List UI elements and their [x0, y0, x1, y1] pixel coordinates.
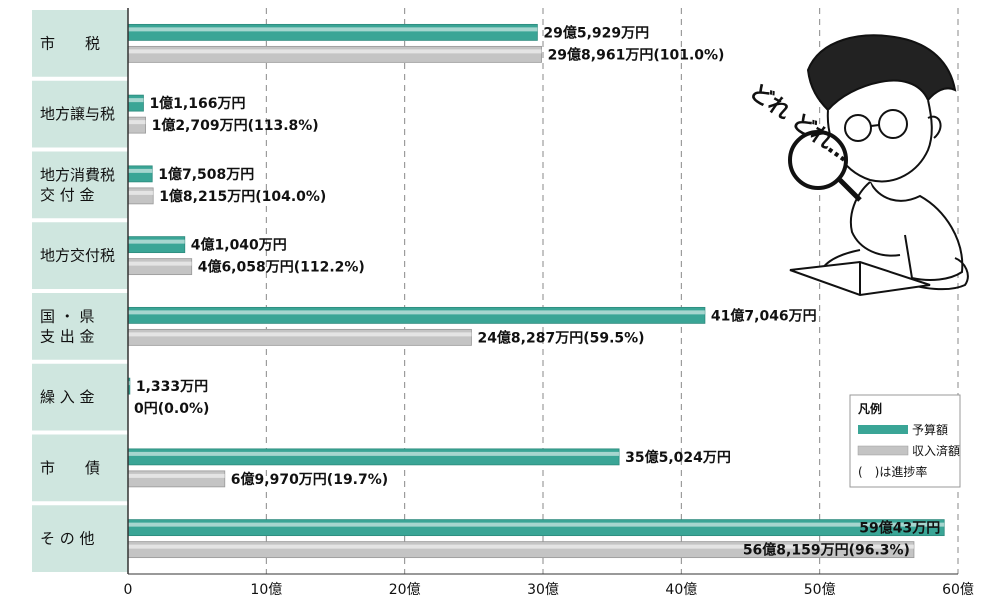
category-label: 地方譲与税 [40, 105, 115, 123]
value-label-budget: 59億43万円 [859, 520, 940, 537]
value-label-received: 1億8,215万円(104.0%) [159, 188, 326, 205]
value-label-received: 24億8,287万円(59.5%) [477, 329, 644, 346]
value-label-budget: 41億7,046万円 [711, 307, 817, 324]
value-label-budget: 1億1,166万円 [149, 95, 245, 112]
bar-highlight [128, 544, 914, 549]
bar-received [127, 45, 542, 63]
category-label: そ の 他 [40, 530, 95, 548]
x-axis-ticks: 0 10億 20億 30億 40億 50億 60億 [124, 573, 974, 598]
category-label: 支 出 金 [40, 327, 95, 345]
character-drawing [788, 34, 969, 297]
category-label: 市 税 [40, 34, 100, 52]
legend-title: 凡例 [858, 401, 882, 416]
value-labels: 29億5,929万円 29億8,961万円(101.0%) 1億1,166万円 1億2… [134, 24, 940, 558]
bar-budget [127, 519, 945, 537]
category-band [32, 505, 128, 572]
bar-received [127, 187, 154, 205]
bar-received [127, 258, 193, 276]
value-label-received: 4億6,058万円(112.2%) [198, 259, 365, 276]
value-label-budget: 35億5,024万円 [625, 449, 731, 466]
bars [127, 23, 945, 559]
value-label-received: 56億8,159万円(96.3%) [743, 542, 910, 559]
value-label-budget: 1億7,508万円 [158, 166, 254, 183]
category-label: 地方交付税 [40, 247, 115, 265]
category-band [32, 80, 128, 148]
bar-highlight [128, 522, 945, 527]
bar-received [127, 116, 146, 134]
legend-label-received: 収入済額 [912, 443, 960, 458]
legend: 凡例 予算額 収入済額 ( )は進捗率 [849, 394, 961, 488]
value-label-budget: 29億5,929万円 [543, 24, 649, 41]
category-label: 国 ・ 県 [40, 307, 95, 325]
value-label-budget: 4億1,040万円 [191, 237, 287, 254]
legend-swatch-received [857, 445, 909, 456]
bar-highlight [128, 168, 153, 173]
bar-received [127, 470, 226, 488]
value-label-budget: 1,333万円 [136, 379, 208, 395]
bar-highlight [128, 49, 542, 54]
legend-box [849, 394, 961, 488]
value-label-received: 1億2,709万円(113.8%) [152, 117, 319, 134]
x-tick-label: 50億 [804, 582, 836, 598]
bar-highlight [128, 120, 146, 125]
bar-highlight [128, 310, 705, 315]
bar-highlight [128, 451, 620, 456]
x-tick-label: 30億 [527, 582, 559, 598]
value-label-received: 29億8,961万円(101.0%) [548, 46, 725, 63]
illustration: どれ どれ… [745, 34, 969, 297]
x-tick-label: 40億 [665, 582, 697, 598]
bar-highlight [128, 473, 225, 478]
legend-swatch-budget [858, 425, 908, 434]
x-tick-label: 10億 [250, 582, 282, 598]
bar-budget [127, 306, 706, 324]
bar-budget [127, 94, 144, 112]
bar-highlight [128, 332, 472, 337]
category-band [32, 10, 128, 77]
legend-note: ( )は進捗率 [858, 464, 927, 479]
x-tick-label: 20億 [389, 582, 421, 598]
category-label: 地方消費税 [40, 166, 115, 184]
bar-highlight [128, 239, 185, 244]
bar-highlight [128, 261, 192, 266]
legend-label-budget: 予算額 [912, 422, 948, 437]
category-label: 市 債 [40, 459, 100, 477]
category-band [32, 151, 128, 219]
x-tick-label: 0 [124, 582, 133, 598]
bar-budget [127, 236, 186, 254]
category-band [32, 222, 128, 289]
bar-budget [127, 165, 153, 183]
bar-budget [127, 448, 620, 466]
category-label: 交 付 金 [40, 186, 95, 204]
x-tick-label: 60億 [942, 582, 974, 598]
category-band [32, 434, 128, 502]
value-label-received: 0円(0.0%) [134, 401, 209, 417]
value-label-received: 6億9,970万円(19.7%) [231, 471, 388, 488]
category-band [32, 293, 128, 360]
bar-highlight [128, 381, 130, 386]
bar-highlight [128, 190, 154, 195]
bar-received [127, 328, 472, 346]
category-label: 繰 入 金 [40, 388, 95, 406]
bar-highlight [128, 98, 144, 103]
bar-budget [127, 23, 538, 41]
category-band [32, 363, 128, 431]
bar-highlight [128, 27, 538, 32]
